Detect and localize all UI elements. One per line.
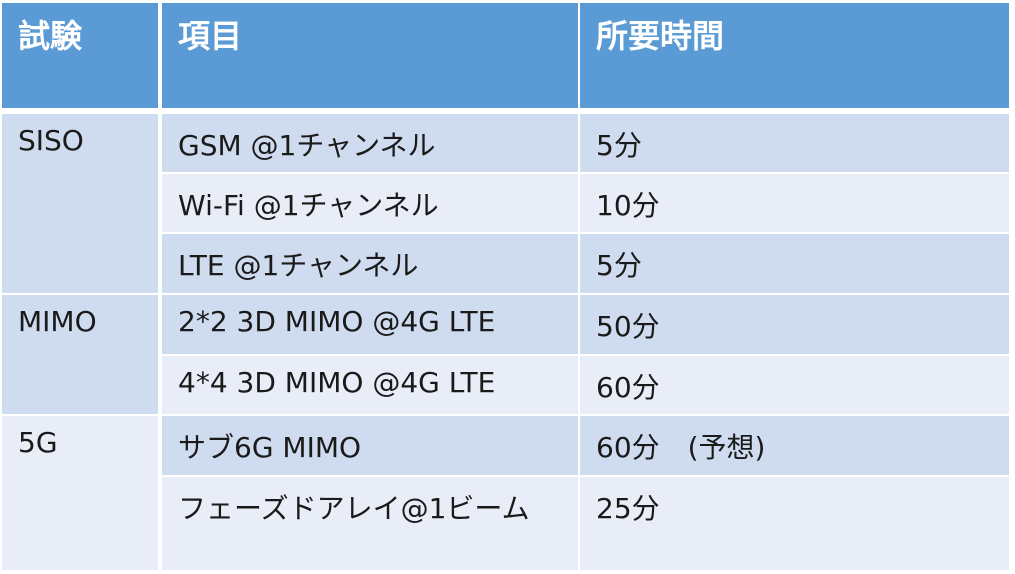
time-cell: 50分 (580, 295, 1009, 354)
item-cell: フェーズドアレイ@1ビーム (162, 477, 578, 570)
header-test: 試験 (2, 3, 158, 108)
item-cell: GSM @1チャンネル (162, 114, 578, 172)
time-cell: 60分 (予想) (580, 416, 1009, 475)
item-cell: サブ6G MIMO (162, 416, 578, 475)
test-group-cell: MIMO (2, 295, 158, 414)
test-group-cell: 5G (2, 416, 158, 570)
header-time: 所要時間 (580, 3, 1009, 108)
item-cell: LTE @1チャンネル (162, 234, 578, 293)
item-cell: 2*2 3D MIMO @4G LTE (162, 295, 578, 354)
time-cell: 25分 (580, 477, 1009, 570)
item-cell: 4*4 3D MIMO @4G LTE (162, 356, 578, 414)
time-cell: 5分 (580, 114, 1009, 172)
item-cell: Wi-Fi @1チャンネル (162, 174, 578, 232)
time-cell: 60分 (580, 356, 1009, 414)
header-item: 項目 (162, 3, 578, 108)
time-cell: 5分 (580, 234, 1009, 293)
time-cell: 10分 (580, 174, 1009, 232)
test-group-cell: SISO (2, 114, 158, 293)
